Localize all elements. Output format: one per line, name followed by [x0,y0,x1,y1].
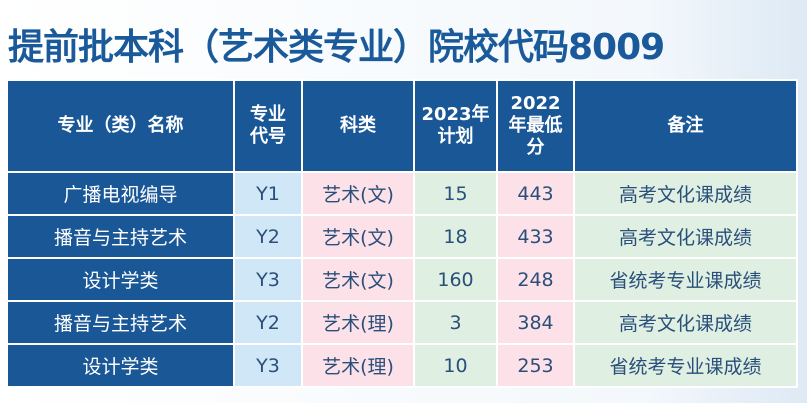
cell-note: 高考文化课成绩 [573,300,798,345]
cell-name: 设计学类 [6,343,235,388]
cell-min: 384 [496,300,575,345]
cell-min: 433 [496,214,575,259]
cell-plan: 160 [413,257,498,302]
cell-code: Y3 [233,343,303,388]
cell-subject: 艺术(文) [301,257,415,302]
cell-code: Y2 [233,300,303,345]
table-row: 设计学类 Y3 艺术(理) 10 253 省统考专业课成绩 [6,343,798,388]
cell-name: 播音与主持艺术 [6,300,235,345]
header-min-score: 2022年最低分 [496,79,575,173]
cell-plan: 10 [413,343,498,388]
cell-name: 设计学类 [6,257,235,302]
header-note: 备注 [573,79,798,173]
header-name: 专业（类）名称 [6,79,235,173]
cell-subject: 艺术(理) [301,300,415,345]
header-plan: 2023年计划 [413,79,498,173]
cell-code: Y1 [233,171,303,216]
cell-subject: 艺术(理) [301,343,415,388]
cell-plan: 3 [413,300,498,345]
cell-min: 253 [496,343,575,388]
admission-table: 专业（类）名称 专业代号 科类 2023年计划 2022年最低分 备注 广播电视… [6,79,798,388]
cell-plan: 18 [413,214,498,259]
table-row: 播音与主持艺术 Y2 艺术(文) 18 433 高考文化课成绩 [6,214,798,259]
header-subject: 科类 [301,79,415,173]
page-title: 提前批本科（艺术类专业）院校代码8009 [8,27,665,68]
cell-note: 高考文化课成绩 [573,171,798,216]
table-row: 播音与主持艺术 Y2 艺术(理) 3 384 高考文化课成绩 [6,300,798,345]
cell-plan: 15 [413,171,498,216]
cell-subject: 艺术(文) [301,214,415,259]
cell-name: 广播电视编导 [6,171,235,216]
table-row: 广播电视编导 Y1 艺术(文) 15 443 高考文化课成绩 [6,171,798,216]
cell-min: 248 [496,257,575,302]
cell-code: Y3 [233,257,303,302]
cell-note: 省统考专业课成绩 [573,257,798,302]
cell-subject: 艺术(文) [301,171,415,216]
table-row: 设计学类 Y3 艺术(文) 160 248 省统考专业课成绩 [6,257,798,302]
cell-note: 高考文化课成绩 [573,214,798,259]
header-code: 专业代号 [233,79,303,173]
cell-code: Y2 [233,214,303,259]
cell-note: 省统考专业课成绩 [573,343,798,388]
header-row: 专业（类）名称 专业代号 科类 2023年计划 2022年最低分 备注 [6,79,798,173]
cell-min: 443 [496,171,575,216]
cell-name: 播音与主持艺术 [6,214,235,259]
